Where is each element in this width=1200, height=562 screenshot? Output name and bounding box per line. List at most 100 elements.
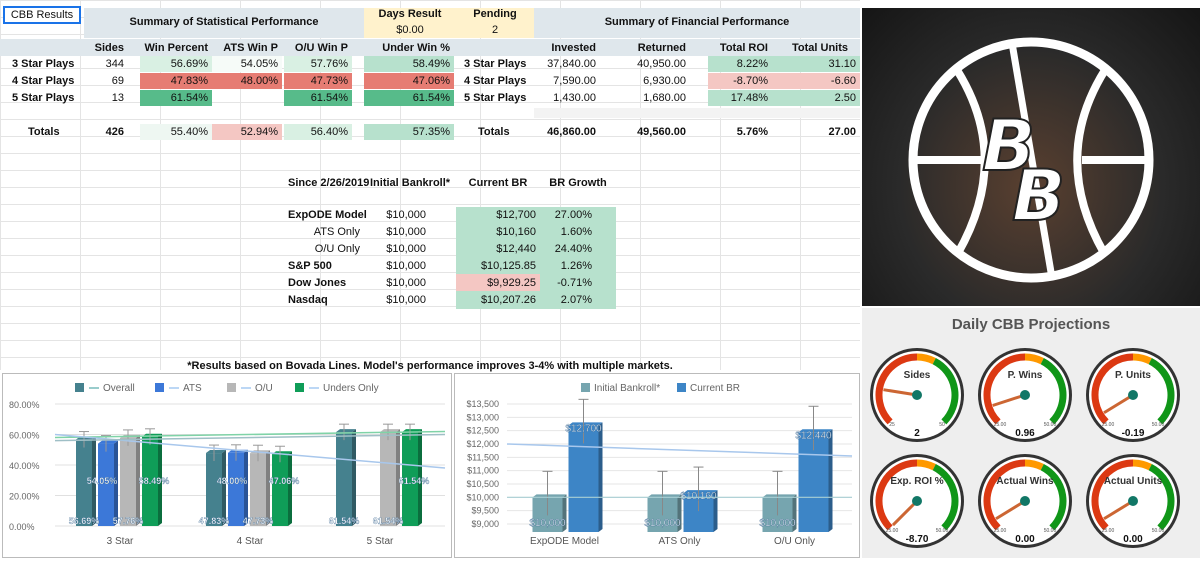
data-label: $12,700 — [565, 423, 602, 434]
svg-text:B: B — [1012, 155, 1065, 237]
bar-side — [562, 494, 567, 532]
under-cell: 47.06% — [364, 73, 454, 89]
bar-side — [828, 429, 833, 532]
data-label: 61.54% — [329, 516, 360, 526]
legend-label: Unders Only — [323, 383, 379, 394]
units-cell: -6.60 — [772, 73, 860, 89]
br-dow-highlight — [456, 274, 540, 291]
legend-swatch — [227, 383, 236, 392]
bar — [402, 432, 418, 526]
y-tick-label: 80.00% — [9, 400, 40, 410]
gauge-band — [983, 353, 1026, 425]
gauge-max: 50.00 — [1152, 422, 1165, 428]
gauge-needle — [995, 499, 1026, 521]
gauge-dial: Exp. ROI % 25.00 50.00 -8.70 — [870, 454, 964, 548]
data-label: 61.54% — [373, 516, 404, 526]
gauge-needle — [992, 393, 1026, 407]
roi-cell: -8.70% — [708, 73, 772, 89]
star-chart-svg: Overall ATS O/U Unders Only 0.00% 20.00% 40.00… — [9, 383, 446, 547]
gauge-label: Actual Units — [1104, 476, 1163, 487]
fin-header-invested: Invested — [551, 42, 596, 54]
pending-value: 2 — [491, 24, 499, 36]
stat-header-ou: O/U Win P — [294, 42, 348, 54]
gauge-value: 2 — [914, 428, 920, 439]
gauge-band — [983, 459, 1026, 531]
logo-panel: B B — [862, 8, 1200, 306]
gauge-min: 25.00 — [1102, 528, 1115, 534]
y-tick-label: $10,500 — [466, 479, 499, 489]
bar-side — [244, 449, 248, 526]
sheet-name-box[interactable]: CBB Results — [3, 6, 81, 24]
y-tick-label: $11,000 — [467, 466, 499, 476]
bar — [336, 432, 352, 526]
bar — [142, 436, 158, 526]
br-label: Nasdaq — [288, 294, 328, 306]
br-current: $10,160 — [496, 226, 536, 238]
invested-cell: 1,430.00 — [553, 92, 596, 104]
ats-cell — [212, 90, 282, 106]
data-label: 57.76% — [113, 516, 144, 526]
under-cell: 57.35% — [364, 124, 454, 140]
br-label: ExpODE Model — [288, 209, 367, 221]
roi-cell: 5.76% — [736, 126, 768, 138]
bar-side — [677, 494, 682, 532]
gauge-value: -0.19 — [1122, 428, 1145, 439]
svg-text:B: B — [982, 105, 1035, 187]
bar-side — [158, 433, 162, 526]
bar-side — [418, 429, 422, 526]
fin-header-band — [534, 8, 860, 38]
invested-cell: 46,860.00 — [547, 126, 596, 138]
legend-label: Initial Bankroll* — [594, 383, 660, 394]
legend-swatch — [581, 383, 590, 392]
ats-cell: 54.05% — [212, 56, 282, 72]
ou-cell: 61.54% — [284, 90, 352, 106]
units-cell: 27.00 — [828, 126, 856, 138]
y-tick-label: 60.00% — [9, 431, 40, 441]
stat-title: Summary of Statistical Performance — [129, 16, 319, 28]
legend-swatch — [677, 383, 686, 392]
bar-top — [683, 490, 718, 494]
legend-label: Current BR — [690, 383, 740, 394]
sides-cell: 69 — [111, 75, 124, 87]
returned-cell: 1,680.00 — [643, 92, 686, 104]
x-tick-label: 4 Star — [237, 536, 264, 547]
under-cell: 61.54% — [364, 90, 454, 106]
ou-cell: 57.76% — [284, 56, 352, 72]
y-tick-label: $9,500 — [471, 506, 499, 516]
gauge-dial: Actual Wins 25.00 50.00 0.00 — [978, 454, 1072, 548]
gauge-band — [1148, 358, 1175, 425]
br-current: $12,440 — [496, 243, 536, 255]
returned-cell: 40,950.00 — [637, 58, 686, 70]
bar-top — [762, 494, 797, 498]
br-current: $9,929.25 — [487, 277, 536, 289]
column-header-row — [0, 39, 860, 56]
y-tick-label: $9,000 — [471, 519, 499, 529]
days-result-band — [364, 8, 456, 38]
br-growth: -0.71% — [557, 277, 592, 289]
gauge-max: 50.00 — [1044, 528, 1057, 534]
row-label: 4 Star Plays — [464, 75, 527, 87]
x-tick-label: 5 Star — [367, 536, 394, 547]
gauge-band — [1024, 459, 1044, 471]
gauge-hub — [912, 390, 922, 400]
gauge-dial: P. Units 25.00 50.00 -0.19 — [1086, 348, 1180, 442]
bar — [206, 453, 222, 526]
win-cell: 56.69% — [140, 56, 212, 72]
bar-side — [288, 451, 292, 526]
fin-spacer — [534, 108, 860, 118]
br-growth: 24.40% — [554, 243, 592, 255]
gauge-max: 50 — [939, 422, 945, 428]
gauge-band — [1091, 459, 1134, 531]
row-label: Totals — [28, 126, 60, 138]
sides-cell: 344 — [105, 58, 124, 70]
data-label: 61.54% — [399, 476, 430, 486]
gauge-band — [1132, 459, 1152, 471]
gauge: Sides 25 50 2 — [868, 346, 966, 444]
br-header-initial: Initial Bankroll* — [370, 177, 451, 189]
y-tick-label: $13,000 — [466, 412, 499, 422]
stat-header-ats: ATS Win P — [223, 42, 278, 54]
data-label: 48.00% — [217, 476, 248, 486]
br-label: Dow Jones — [288, 277, 347, 289]
br-growth: 2.07% — [560, 294, 592, 306]
gauge-needle — [1103, 393, 1134, 415]
